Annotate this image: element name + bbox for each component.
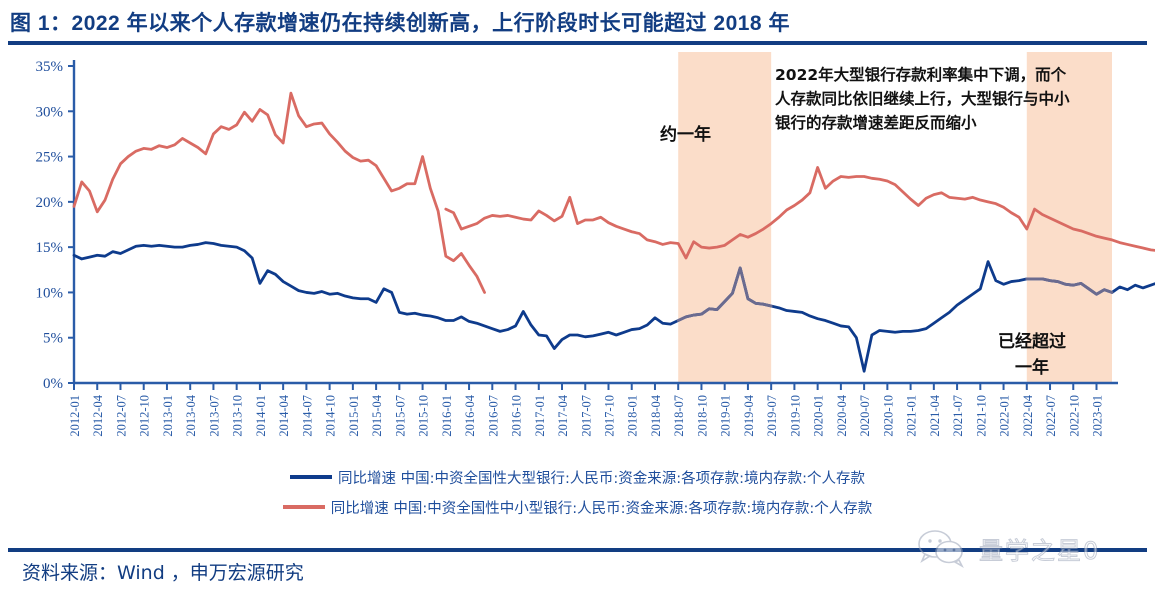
chart-plot-area: 0% 5% 10% 15% 20% 25% 30% 35% 2012-01 2012-04 2012…: [0, 52, 1155, 452]
legend-swatch-icon-small-bank: [282, 505, 325, 509]
x-tick-label: 2012-04: [91, 394, 105, 436]
y-tick-label: 0%: [43, 376, 63, 392]
x-tick-label: 2016-07: [486, 395, 500, 437]
x-tick-label: 2021-07: [951, 395, 965, 437]
legend-label-small-bank: 同比增速 中国:中资全国性中小型银行:人民币:资金来源:各项存款:境内存款:个人…: [330, 500, 873, 517]
x-tick-label: 2015-04: [370, 394, 384, 436]
x-tick-label: 2012-07: [114, 395, 128, 437]
title-divider: [8, 41, 1147, 45]
x-tick-label: 2015-07: [393, 395, 407, 437]
x-tick-label: 2016-04: [463, 394, 477, 436]
legend-label-large-bank: 同比增速 中国:中资全国性大型银行:人民币:资金来源:各项存款:境内存款:个人存…: [338, 470, 865, 487]
series-highlight-segment-2: [1025, 277, 1114, 296]
x-tick-label: 2018-07: [672, 395, 686, 437]
chart-title-bar: 图 1：2022 年以来个人存款增速仍在持续创新高，上行阶段时长可能超过 201…: [0, 0, 1155, 44]
page-title: 图 1：2022 年以来个人存款增速仍在持续创新高，上行阶段时长可能超过 201…: [10, 12, 790, 35]
x-tick-label: 2013-07: [207, 395, 221, 437]
x-tick-label: 2021-01: [905, 395, 919, 437]
y-tick-label: 25%: [36, 150, 64, 166]
watermark: 量学之星0: [915, 524, 1140, 572]
annotation-band2-label: 已经超过一年: [998, 332, 1066, 378]
x-tick-label: 2018-01: [626, 395, 640, 437]
series-line-small-bank: [444, 166, 1155, 260]
x-tick-label: 2019-07: [765, 395, 779, 437]
x-tick-label: 2013-10: [231, 395, 245, 437]
y-tick-label: 30%: [36, 104, 64, 120]
y-tick-label: 10%: [36, 285, 64, 301]
shaded-band-1: [678, 52, 772, 383]
x-tick-label: 2022-10: [1067, 395, 1081, 437]
chart-legend: 同比增速 中国:中资全国性大型银行:人民币:资金来源:各项存款:境内存款:个人存…: [0, 462, 1155, 522]
x-tick-label: 2019-10: [788, 395, 802, 437]
x-tick-label: 2019-04: [742, 394, 756, 436]
x-tick-label: 2017-10: [602, 395, 616, 437]
x-tick-label: 2016-01: [440, 395, 454, 437]
x-tick-label: 2017-04: [556, 394, 570, 436]
x-tick-label: 2021-10: [974, 395, 988, 437]
x-tick-label: 2020-04: [835, 394, 849, 436]
x-tick-label: 2017-07: [579, 395, 593, 437]
x-tick-label: 2014-01: [254, 395, 268, 437]
x-tick-label: 2019-01: [719, 395, 733, 437]
legend-item-large-bank: 同比增速 中国:中资全国性大型银行:人民币:资金来源:各项存款:境内存款:个人存…: [0, 462, 1155, 492]
footer-divider: [8, 548, 1147, 552]
x-tick-label: 2014-10: [324, 395, 338, 437]
shaded-band-2: [1026, 52, 1112, 383]
line-chart: 0% 5% 10% 15% 20% 25% 30% 35% 2012-01 2012-04 2012…: [36, 52, 1155, 437]
y-tick-label: 5%: [43, 331, 63, 347]
source-note: 资料来源：Wind ，申万宏源研究: [22, 562, 304, 584]
x-tick-label: 2012-01: [68, 395, 82, 437]
x-tick-label: 2013-04: [184, 394, 198, 436]
y-tick-label: 35%: [36, 59, 64, 75]
x-tick-label: 2020-10: [881, 395, 895, 437]
x-tick-label: 2018-04: [649, 394, 663, 436]
x-tick-label: 2022-07: [1044, 395, 1058, 437]
annotation-main-note: 2022年大型银行存款利率集中下调，而个人存款同比依旧继续上行，大型银行与中小银…: [775, 66, 1070, 133]
x-tick-label: 2020-07: [858, 395, 872, 437]
x-tick-label: 2023-01: [1091, 395, 1105, 437]
legend-swatch-icon-large-bank: [290, 475, 333, 479]
x-tick-label: 2020-01: [812, 395, 826, 437]
x-tick-label: 2017-01: [533, 395, 547, 437]
watermark-text: 量学之星0: [978, 536, 1101, 565]
wechat-icon: [918, 530, 964, 568]
x-tick-label: 2013-01: [161, 395, 175, 437]
x-tick-label: 2022-04: [1021, 394, 1035, 436]
x-tick-label: 2014-07: [300, 395, 314, 437]
x-tick-label: 2014-04: [277, 394, 291, 436]
y-tick-label: 15%: [36, 240, 64, 256]
x-tick-label: 2012-10: [138, 395, 152, 437]
series-line-small-bank: [72, 91, 486, 294]
x-tick-label: 2015-01: [347, 395, 361, 437]
x-tick-label: 2022-01: [998, 395, 1012, 437]
series-highlight-segment-1: [676, 266, 773, 322]
y-tick-label: 20%: [36, 195, 64, 211]
annotation-band1-label: 约一年: [660, 125, 711, 145]
x-tick-label: 2015-10: [417, 395, 431, 437]
legend-item-small-bank: 同比增速 中国:中资全国性中小型银行:人民币:资金来源:各项存款:境内存款:个人…: [0, 492, 1155, 522]
x-tick-label: 2016-10: [510, 395, 524, 437]
x-tick-label: 2018-10: [695, 395, 709, 437]
x-tick-label: 2021-04: [928, 394, 942, 436]
